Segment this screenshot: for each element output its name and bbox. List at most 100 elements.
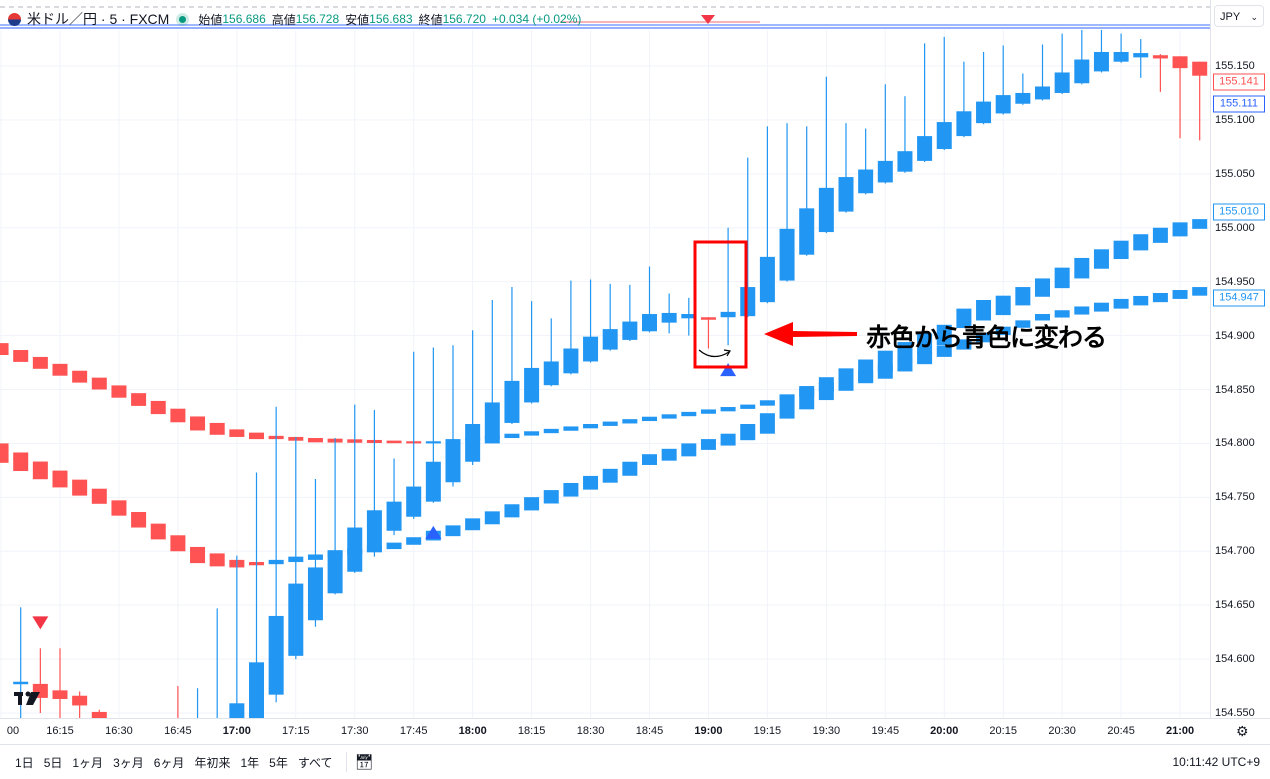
lower-band-box: [602, 468, 618, 483]
upper-band-box: [563, 426, 579, 431]
lower-band-box: [72, 479, 88, 496]
upper-band-box: [818, 382, 834, 393]
range-button[interactable]: 5日: [43, 755, 63, 770]
upper-band-box: [32, 356, 48, 369]
candle-body: [307, 567, 323, 621]
lower-band-box: [661, 448, 677, 461]
range-button[interactable]: すべて: [297, 755, 333, 770]
chart-plot-area[interactable]: [0, 0, 1210, 718]
upper-band-box: [170, 408, 186, 423]
upper-band-box: [720, 407, 736, 412]
candle-body: [642, 314, 657, 332]
upper-band-box: [956, 339, 972, 350]
trend-bands: [0, 219, 1208, 568]
candle-body: [406, 486, 422, 517]
settings-gear-icon[interactable]: ⚙: [1236, 723, 1249, 739]
lower-band-box: [583, 475, 599, 490]
upper-band-box: [1093, 302, 1109, 312]
low-value: 156.683: [369, 12, 413, 26]
time-tick: 18:45: [635, 725, 664, 737]
price-tick: 154.950: [1215, 275, 1255, 288]
lower-band-box: [91, 488, 107, 504]
time-axis[interactable]: ⚙ 00 16:15 16:30 16:45 17:00 17:15 17:30 17:45 1…: [0, 718, 1270, 745]
candle-body: [1192, 61, 1208, 76]
grid: [0, 30, 1210, 718]
candle-body: [818, 187, 834, 233]
candle-body: [1093, 51, 1109, 72]
lower-band-box: [563, 483, 579, 497]
candle-body: [386, 501, 402, 531]
range-button[interactable]: 6ヶ月: [153, 755, 185, 770]
time-tick: 18:00: [458, 725, 487, 737]
lower-band-box: [720, 433, 736, 446]
upper-band-box: [700, 409, 716, 414]
upper-band-box: [52, 363, 68, 376]
price-tick: 154.800: [1215, 437, 1255, 450]
price-tick: 154.850: [1215, 383, 1255, 396]
candle-body: [936, 122, 952, 150]
signal-markers: [32, 363, 737, 630]
range-button[interactable]: 3ヶ月: [113, 755, 144, 770]
time-tick: 20:15: [989, 725, 1017, 737]
upper-band-box: [976, 333, 992, 343]
range-button[interactable]: 1日: [15, 755, 34, 770]
open-value: 156.686: [222, 12, 266, 26]
upper-band-box: [1192, 287, 1208, 296]
price-axis[interactable]: 155.150 155.100 155.050 155.000 154.950 154.9…: [1210, 0, 1270, 719]
range-button[interactable]: 1ヶ月: [72, 755, 104, 770]
lower-band-box: [150, 523, 166, 540]
candle-body: [661, 312, 677, 323]
clock[interactable]: 10:11:42 UTC+9: [1172, 755, 1261, 769]
candle-body: [13, 681, 29, 685]
upper-band-box: [740, 404, 756, 409]
lower-band-box: [1152, 227, 1168, 243]
time-tick: 17:30: [340, 725, 369, 737]
close-value: 156.720: [442, 12, 486, 26]
upper-band-box: [307, 438, 323, 443]
upper-band-box: [1015, 320, 1031, 328]
time-tick: 19:30: [812, 725, 841, 737]
upper-band-box: [759, 400, 775, 406]
upper-band-box: [13, 350, 29, 362]
calendar-goto-icon[interactable]: 📅︎: [354, 754, 374, 771]
time-tick: 16:45: [164, 725, 192, 737]
upper-band-box: [583, 424, 599, 429]
lower-band-box: [1133, 234, 1149, 251]
annotation-text: 赤色から青色に変わる: [866, 323, 1107, 352]
indicator-strip: [0, 6, 1210, 29]
candle-body: [779, 228, 795, 281]
upper-band-box: [681, 411, 697, 417]
change-value: +0.034 (+0.02%): [491, 12, 582, 26]
symbol-title[interactable]: 米ドル／円 · 5 · FXCM: [27, 11, 170, 27]
candle-body: [720, 311, 736, 318]
lower-band-box: [111, 500, 127, 516]
upper-band-box: [1035, 314, 1050, 321]
upper-band-box: [602, 421, 618, 426]
upper-band-box: [877, 364, 893, 379]
lower-band-box: [1035, 278, 1050, 297]
chevron-down-icon: ⌄: [1250, 12, 1258, 22]
range-button[interactable]: 1年: [240, 755, 260, 770]
candle-body: [838, 177, 854, 212]
upper-band-box: [642, 416, 657, 422]
close-label: 終値: [418, 12, 443, 27]
candle-body: [897, 151, 913, 172]
upper-band-box: [1113, 298, 1129, 309]
lower-band-box: [759, 413, 775, 434]
sell-marker-icon: [32, 616, 49, 630]
upper-band-box: [661, 414, 677, 419]
price-tick: 155.000: [1215, 221, 1255, 234]
candle-body: [956, 111, 972, 137]
currency-select[interactable]: JPY ⌄: [1214, 5, 1264, 27]
range-button[interactable]: 5年: [269, 755, 288, 770]
price-tick: 154.600: [1215, 653, 1255, 666]
lower-band-box: [32, 461, 48, 480]
lower-band-box: [1113, 240, 1129, 260]
price-tick: 155.050: [1215, 167, 1255, 180]
last-price-label: 154.947: [1213, 289, 1265, 307]
annotation-highlight: [693, 240, 857, 369]
range-button[interactable]: 年初来: [194, 755, 231, 770]
lower-band-box: [386, 542, 402, 550]
time-tick: 17:00: [222, 725, 251, 737]
time-tick: 18:15: [517, 725, 546, 737]
